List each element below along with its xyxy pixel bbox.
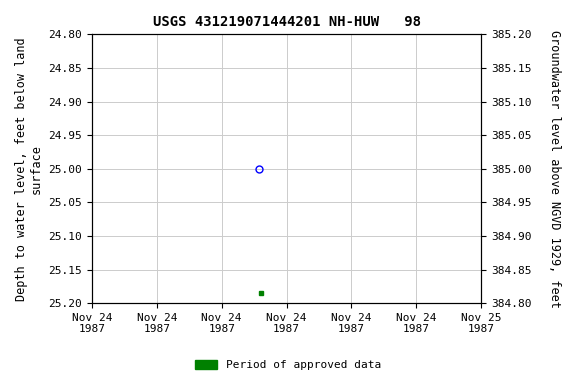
Y-axis label: Depth to water level, feet below land
surface: Depth to water level, feet below land su… bbox=[15, 37, 43, 301]
Title: USGS 431219071444201 NH-HUW   98: USGS 431219071444201 NH-HUW 98 bbox=[153, 15, 420, 29]
Y-axis label: Groundwater level above NGVD 1929, feet: Groundwater level above NGVD 1929, feet bbox=[548, 30, 561, 308]
Legend: Period of approved data: Period of approved data bbox=[191, 356, 385, 375]
